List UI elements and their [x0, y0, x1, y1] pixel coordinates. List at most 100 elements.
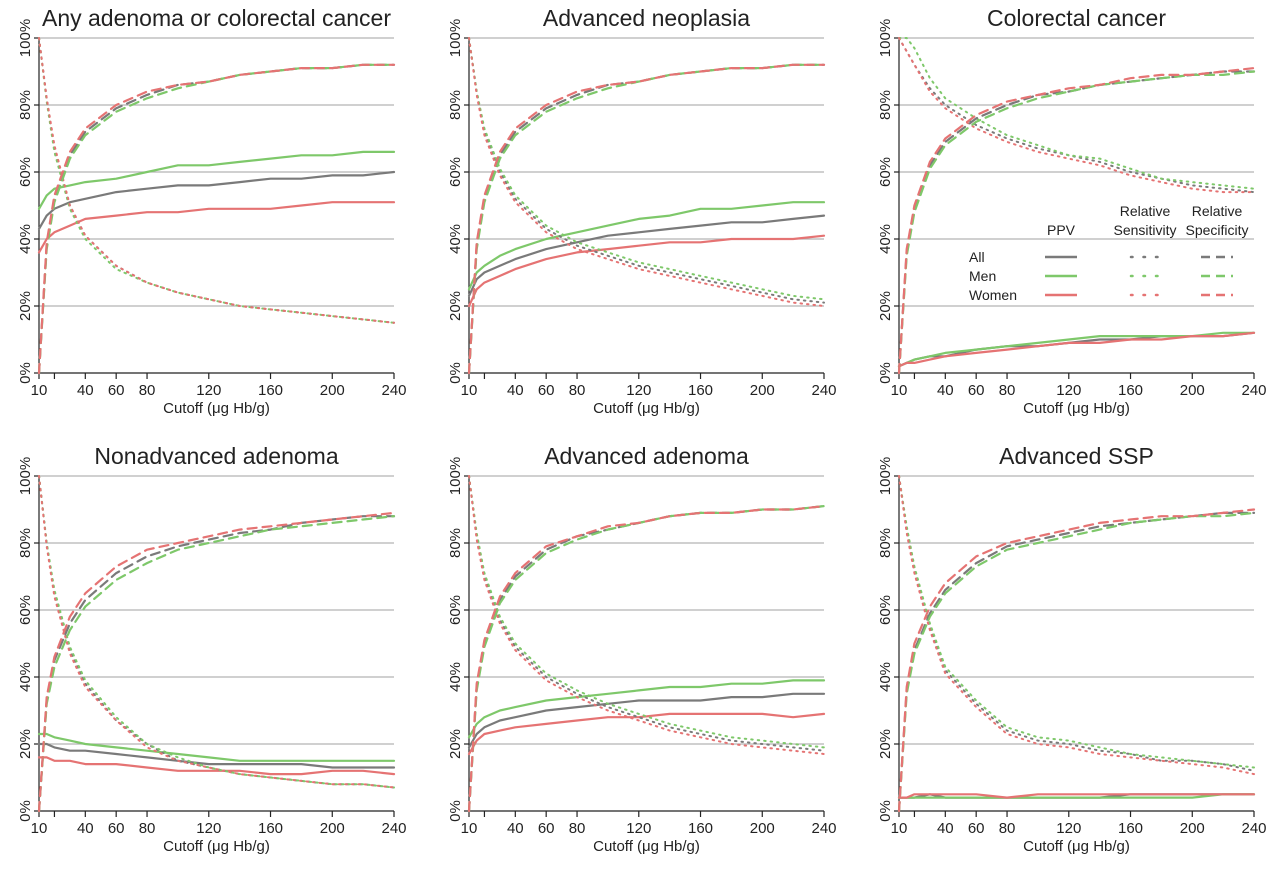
y-tick-label: 80%: [17, 528, 34, 558]
x-tick-label: 80: [139, 820, 156, 837]
x-tick-label: 160: [258, 820, 283, 837]
legend-label-women: Women: [969, 287, 1017, 303]
panel-5: Advanced SSP 0% 20% 40% 60% 80% 100% 10 40 60 80 12…: [877, 443, 1267, 855]
x-tick-label: 40: [77, 820, 94, 837]
legend-label-men: Men: [969, 268, 996, 284]
x-tick-label: 240: [811, 382, 836, 399]
x-tick-label: 60: [538, 382, 555, 399]
series-women-dashed: [37, 511, 396, 813]
x-tick-label: 10: [891, 382, 908, 399]
y-tick-label: 0%: [447, 362, 464, 384]
y-tick-label: 100%: [17, 457, 34, 495]
x-tick-label: 160: [258, 382, 283, 399]
y-tick-label: 0%: [877, 362, 894, 384]
panel-2: Colorectal cancer 0% 20% 40% 60% 80% 100% 10 40 6…: [877, 5, 1267, 417]
x-tick-label: 200: [320, 382, 345, 399]
panel-4: Advanced adenoma 0% 20% 40% 60% 80% 100% 10 40 60…: [447, 443, 837, 855]
x-tick-label: 10: [31, 820, 48, 837]
x-tick-label: 120: [1056, 382, 1081, 399]
series-women-dashed: [897, 508, 1256, 813]
series-all-dotted: [898, 475, 1255, 772]
x-tick-label: 60: [538, 820, 555, 837]
x-tick-label: 200: [1180, 820, 1205, 837]
panel-title: Nonadvanced adenoma: [94, 443, 338, 469]
series-women-dotted: [468, 475, 825, 755]
x-tick-label: 240: [381, 820, 406, 837]
series-women-solid: [897, 793, 1256, 799]
series-women-dashed: [467, 505, 826, 813]
series-women-dotted: [38, 475, 395, 789]
series-men-dashed: [897, 511, 1256, 813]
y-tick-label: 80%: [447, 90, 464, 120]
series-all-dotted: [468, 475, 825, 752]
series-women-solid: [37, 756, 396, 776]
y-tick-label: 20%: [447, 291, 464, 321]
series-all-dotted: [468, 37, 825, 304]
y-tick-label: 20%: [17, 291, 34, 321]
x-tick-label: 60: [108, 820, 125, 837]
x-tick-label: 60: [108, 382, 125, 399]
series-all-solid: [37, 170, 396, 230]
y-tick-label: 100%: [447, 19, 464, 57]
x-tick-label: 240: [381, 382, 406, 399]
x-axis-label: Cutoff (μg Hb/g): [163, 838, 270, 855]
series-men-dotted: [468, 475, 825, 749]
y-tick-label: 100%: [877, 19, 894, 57]
x-tick-label: 160: [1118, 820, 1143, 837]
x-tick-label: 10: [891, 820, 908, 837]
series-women-solid: [467, 234, 826, 308]
x-tick-label: 40: [507, 820, 524, 837]
series-men-dotted: [38, 475, 395, 789]
y-tick-label: 60%: [447, 157, 464, 187]
y-tick-label: 40%: [877, 662, 894, 692]
x-tick-label: 120: [1056, 820, 1081, 837]
panel-title: Advanced adenoma: [544, 443, 749, 469]
y-tick-label: 80%: [447, 528, 464, 558]
y-tick-label: 100%: [877, 457, 894, 495]
x-tick-label: 160: [688, 382, 713, 399]
y-tick-label: 20%: [447, 729, 464, 759]
y-tick-label: 80%: [17, 90, 34, 120]
panel-1: Advanced neoplasia 0% 20% 40% 60% 80% 100% 10 40…: [447, 5, 837, 417]
y-tick-label: 0%: [877, 800, 894, 822]
x-tick-label: 120: [196, 820, 221, 837]
panel-title: Colorectal cancer: [987, 5, 1166, 31]
series-women-dashed: [897, 66, 1256, 375]
x-tick-label: 60: [968, 382, 985, 399]
series-men-dashed: [897, 70, 1256, 375]
series-all-dotted: [898, 37, 1255, 194]
y-tick-label: 20%: [877, 291, 894, 321]
x-tick-label: 10: [461, 382, 478, 399]
panel-3: Nonadvanced adenoma 0% 20% 40% 60% 80% 100% 10 4…: [17, 443, 407, 855]
y-tick-label: 60%: [877, 595, 894, 625]
x-tick-label: 80: [139, 382, 156, 399]
y-tick-label: 0%: [447, 800, 464, 822]
panel-0: Any adenoma or colorectal cancer 0% 20% 40%…: [17, 5, 407, 417]
x-tick-label: 120: [626, 820, 651, 837]
y-tick-label: 60%: [17, 157, 34, 187]
series-women-solid: [897, 331, 1256, 368]
x-axis-label: Cutoff (μg Hb/g): [1023, 838, 1130, 855]
x-tick-label: 80: [999, 382, 1016, 399]
y-tick-label: 20%: [877, 729, 894, 759]
series-men-solid: [897, 793, 1256, 799]
series-men-dashed: [467, 505, 826, 813]
panel-title: Advanced SSP: [999, 443, 1154, 469]
y-tick-label: 40%: [877, 224, 894, 254]
series-men-solid: [467, 201, 826, 291]
y-tick-label: 40%: [447, 662, 464, 692]
series-men-dashed: [37, 515, 396, 813]
x-axis-label: Cutoff (μg Hb/g): [163, 400, 270, 417]
panel-title: Any adenoma or colorectal cancer: [42, 5, 391, 31]
y-tick-label: 80%: [877, 90, 894, 120]
series-men-solid: [37, 732, 396, 762]
x-tick-label: 240: [1241, 820, 1266, 837]
legend: PPV Relative Sensitivity Relative Specificit…: [969, 203, 1249, 303]
y-tick-label: 100%: [17, 19, 34, 57]
series-women-solid: [467, 712, 826, 756]
x-tick-label: 40: [937, 382, 954, 399]
series-men-solid: [897, 331, 1256, 368]
x-tick-label: 240: [1241, 382, 1266, 399]
y-tick-label: 60%: [877, 157, 894, 187]
